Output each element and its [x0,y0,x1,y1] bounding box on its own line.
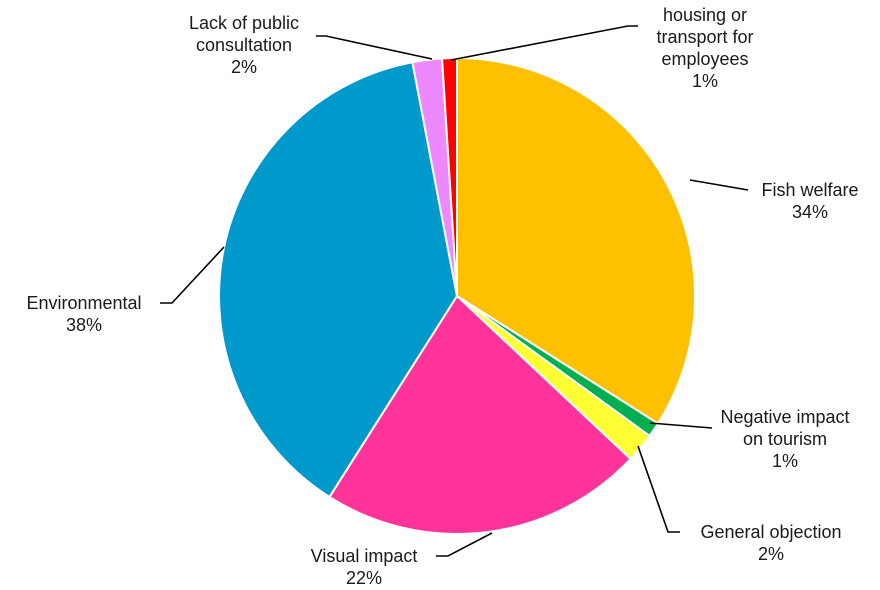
value-label: 34% [792,202,828,222]
leader-line-fish-welfare [689,179,749,191]
pie-slice-no-affordable-housing-or-transport-for-employees [440,56,458,297]
value-label: 38% [66,315,102,335]
data-label-lack-of-public-consultation: Lack of public consultation 2% [189,13,299,77]
category-label: housing or [663,5,747,25]
category-label: consultation [196,35,292,55]
leader-line-lack-of-public-consultation [316,35,433,60]
data-label-environmental: Environmental 38% [26,293,141,335]
pie-slice-fish-welfare [456,56,696,425]
category-label: Negative impact [720,407,849,427]
category-label: Visual impact [311,546,418,566]
leader-line-no-affordable-housing-or-transport-for-employees [450,25,638,61]
value-label: 2% [758,544,784,564]
category-label: Environmental [26,293,141,313]
category-label: on tourism [743,429,827,449]
leader-line-visual-impact [436,532,493,557]
category-label: General objection [700,522,841,542]
value-label: 1% [772,451,798,471]
data-label-visual-impact: Visual impact 22% [311,546,418,588]
data-label-general-objection: General objection 2% [700,522,841,564]
data-label-negative-impact-on-tourism: Negative impact on tourism 1% [720,407,849,471]
pie-slice-visual-impact [328,294,632,535]
category-label: employees [661,49,748,69]
value-label: 2% [231,57,257,77]
pie-slice-environmental [218,61,459,499]
category-label: No affordable [651,0,759,3]
category-label: Lack of public [189,13,299,33]
leader-line-negative-impact-on-tourism [649,422,713,429]
data-label-fish-welfare: Fish welfare 34% [761,180,858,222]
leader-line-general-objection [637,445,680,533]
leader-line-environmental [160,246,225,304]
category-label: transport for [656,27,753,47]
value-label: 1% [692,71,718,91]
value-label: 22% [346,568,382,588]
category-label: Fish welfare [761,180,858,200]
